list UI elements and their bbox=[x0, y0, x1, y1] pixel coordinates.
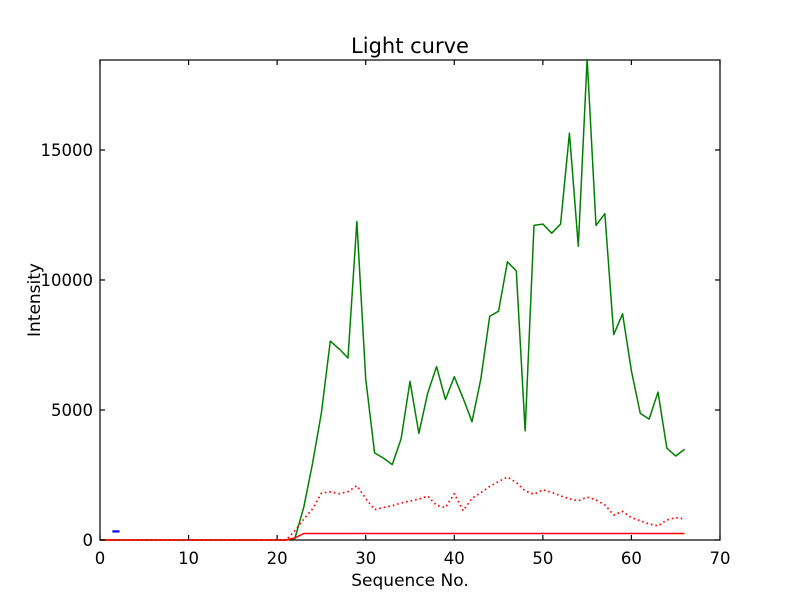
x-tick-label: 10 bbox=[178, 549, 199, 568]
x-axis-label: Sequence No. bbox=[351, 571, 468, 591]
y-tick-label: 5000 bbox=[51, 401, 93, 420]
plot-border bbox=[99, 59, 721, 541]
x-tick-label: 70 bbox=[710, 549, 731, 568]
series-line-intensity-dotted-red bbox=[100, 476, 685, 541]
chart-title: Light curve bbox=[351, 34, 469, 58]
series-line-baseline-solid-red bbox=[100, 532, 685, 541]
y-tick-label: 10000 bbox=[41, 271, 94, 290]
x-tick-label: 20 bbox=[267, 549, 288, 568]
x-tick-label: 0 bbox=[95, 549, 106, 568]
y-tick-label: 0 bbox=[83, 531, 94, 550]
x-tick-label: 30 bbox=[355, 549, 376, 568]
x-tick-labels: 0 10 20 30 40 50 60 70 bbox=[95, 549, 731, 568]
axis-ticks bbox=[99, 60, 721, 541]
y-axis-label: Intensity bbox=[25, 263, 45, 337]
x-tick-label: 40 bbox=[444, 549, 465, 568]
series-group bbox=[100, 59, 686, 541]
x-tick-label: 50 bbox=[532, 549, 553, 568]
x-tick-label: 60 bbox=[621, 549, 642, 568]
y-tick-label: 15000 bbox=[41, 141, 94, 160]
y-tick-labels: 0 5000 10000 15000 bbox=[41, 141, 94, 550]
series-line-intensity-green bbox=[100, 59, 686, 541]
